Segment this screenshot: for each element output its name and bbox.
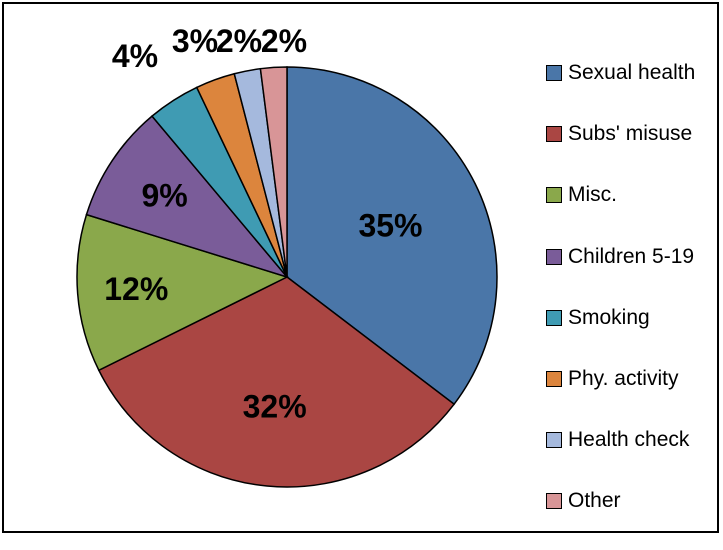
slice-label: 4% xyxy=(112,38,158,74)
legend-label: Subs' misuse xyxy=(568,122,693,146)
legend-item-subs-misuse: Subs' misuse xyxy=(546,121,716,147)
slice-label: 2% xyxy=(261,23,307,59)
pie-slice-children-5-19 xyxy=(85,115,290,279)
slice-label: 2% xyxy=(216,23,262,59)
pie-chart: 35%32%12%9%4% 3%2%2% xyxy=(76,23,498,488)
slice-label: 9% xyxy=(141,178,187,214)
legend-item-other: Other xyxy=(546,488,716,514)
legend-label: Children 5-19 xyxy=(568,244,695,268)
pie-slice-misc xyxy=(76,213,290,372)
slice-label: 12% xyxy=(104,271,168,307)
legend-label: Phy. activity xyxy=(568,366,679,390)
slice-label: 3% xyxy=(172,23,218,59)
slice-label: 32% xyxy=(243,389,307,425)
legend-label: Health check xyxy=(568,428,690,452)
legend-item-health-check: Health check xyxy=(546,427,716,453)
legend-label: Misc. xyxy=(568,183,617,207)
legend-swatch xyxy=(546,248,562,265)
legend-swatch xyxy=(546,370,562,387)
legend-item-misc: Misc. xyxy=(546,182,716,208)
legend-label: Smoking xyxy=(568,305,650,329)
chart-legend: Sexual health Subs' misuse Misc. Childre… xyxy=(546,60,716,550)
legend-swatch xyxy=(546,309,562,326)
pie-slice-subs-misuse xyxy=(97,276,456,488)
pie-slice-sexual-health xyxy=(286,66,498,406)
legend-swatch xyxy=(546,432,562,449)
legend-label: Sexual health xyxy=(568,61,696,84)
legend-item-children: Children 5-19 xyxy=(546,244,716,270)
slice-label: 35% xyxy=(358,208,422,244)
legend-label: Other xyxy=(568,489,621,513)
legend-item-phy-activity: Phy. activity xyxy=(546,366,716,392)
legend-swatch xyxy=(546,126,562,143)
legend-swatch xyxy=(546,187,562,204)
legend-item-sexual-health: Sexual health xyxy=(546,60,716,86)
legend-item-smoking: Smoking xyxy=(546,305,716,331)
legend-swatch xyxy=(546,493,562,510)
pie-slice-other xyxy=(259,66,288,278)
legend-swatch xyxy=(546,65,562,81)
